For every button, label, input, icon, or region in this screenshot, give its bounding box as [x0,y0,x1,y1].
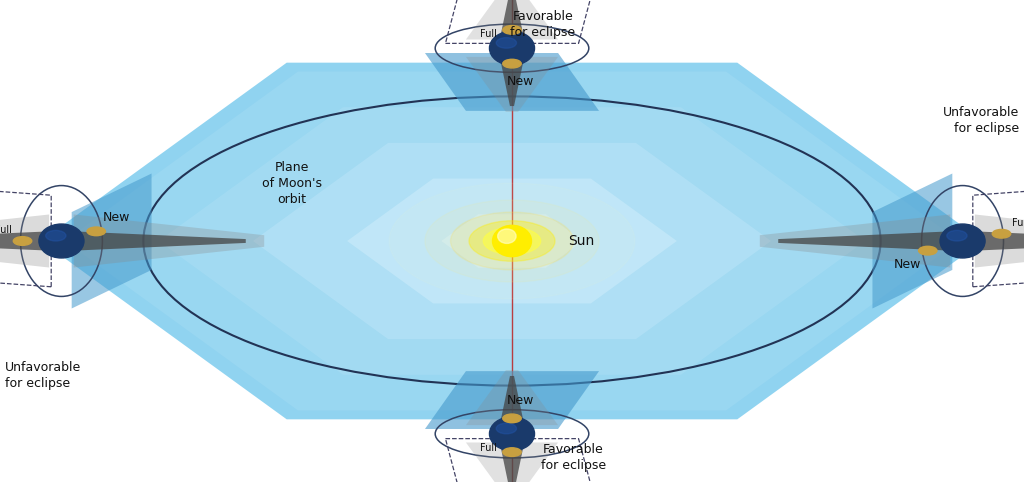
Polygon shape [500,0,524,40]
Text: New: New [894,258,922,271]
Text: Unfavorable
for eclipse: Unfavorable for eclipse [5,362,81,390]
Circle shape [502,236,522,246]
Text: New: New [102,211,130,224]
Polygon shape [500,57,524,106]
Circle shape [503,26,521,34]
Polygon shape [466,57,558,112]
Text: Favorable
for eclipse: Favorable for eclipse [541,443,606,472]
Polygon shape [74,231,246,251]
Text: Full: Full [0,225,12,235]
Polygon shape [425,371,599,429]
Polygon shape [74,214,264,268]
Polygon shape [500,376,524,425]
Ellipse shape [39,224,84,258]
Circle shape [483,228,541,254]
Ellipse shape [947,230,967,241]
Polygon shape [0,214,49,268]
Ellipse shape [497,38,516,48]
Circle shape [503,414,521,423]
Polygon shape [65,72,959,410]
Polygon shape [778,231,950,251]
Polygon shape [466,0,558,40]
Text: Plane
of Moon's
orbit: Plane of Moon's orbit [262,161,322,206]
Text: Favorable
for eclipse: Favorable for eclipse [510,10,575,39]
Text: New: New [507,75,534,88]
Polygon shape [0,231,49,251]
Polygon shape [41,63,983,419]
Ellipse shape [493,225,531,256]
Polygon shape [425,53,599,111]
Polygon shape [466,442,558,482]
Ellipse shape [497,423,516,434]
Ellipse shape [489,31,535,65]
Polygon shape [441,214,583,268]
Circle shape [451,212,573,270]
Text: Full: Full [480,443,497,453]
Circle shape [494,232,530,250]
Polygon shape [466,370,558,425]
Circle shape [919,246,937,255]
Circle shape [469,221,555,261]
Circle shape [13,237,32,245]
Polygon shape [500,442,524,482]
Text: Unfavorable
for eclipse: Unfavorable for eclipse [943,106,1019,135]
Polygon shape [975,214,1024,268]
Circle shape [389,183,635,299]
Polygon shape [347,179,677,304]
Polygon shape [760,214,950,268]
Circle shape [87,227,105,236]
Ellipse shape [46,230,66,241]
Circle shape [425,200,599,282]
Polygon shape [975,231,1024,251]
Polygon shape [872,174,952,308]
Circle shape [992,229,1011,238]
Text: Sun: Sun [568,234,595,248]
Circle shape [503,59,521,68]
Polygon shape [253,143,771,339]
Text: Full: Full [480,29,497,39]
Text: Full: Full [1012,217,1024,228]
Ellipse shape [940,224,985,258]
Ellipse shape [498,229,516,243]
Ellipse shape [489,417,535,451]
Polygon shape [72,174,152,308]
Text: New: New [507,394,534,407]
Polygon shape [159,107,865,375]
Circle shape [503,448,521,456]
